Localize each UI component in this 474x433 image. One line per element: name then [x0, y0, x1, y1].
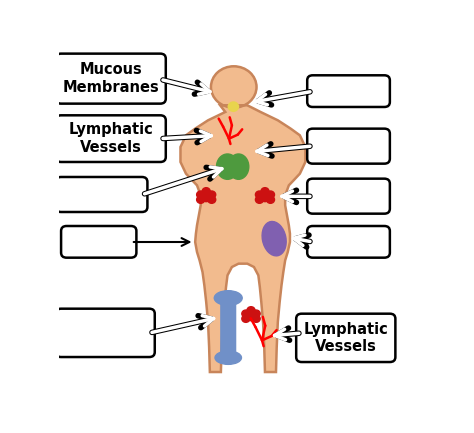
FancyBboxPatch shape — [307, 129, 390, 164]
Text: Lymphatic
Vessels: Lymphatic Vessels — [303, 322, 388, 354]
Ellipse shape — [214, 291, 242, 305]
Circle shape — [202, 194, 210, 202]
Circle shape — [261, 194, 269, 202]
FancyBboxPatch shape — [296, 313, 395, 362]
FancyBboxPatch shape — [221, 296, 236, 360]
Circle shape — [211, 66, 256, 108]
Ellipse shape — [262, 222, 286, 256]
Circle shape — [261, 187, 269, 195]
FancyBboxPatch shape — [307, 226, 390, 258]
Circle shape — [228, 102, 238, 111]
FancyBboxPatch shape — [307, 75, 390, 107]
Polygon shape — [181, 105, 305, 372]
Circle shape — [252, 315, 260, 322]
Circle shape — [197, 196, 205, 204]
Circle shape — [247, 307, 255, 314]
FancyBboxPatch shape — [55, 115, 166, 162]
Circle shape — [197, 191, 205, 198]
Circle shape — [247, 313, 255, 321]
Ellipse shape — [217, 154, 238, 179]
Circle shape — [242, 310, 250, 317]
Circle shape — [255, 196, 264, 204]
Circle shape — [208, 196, 216, 204]
Text: Mucous
Membranes: Mucous Membranes — [62, 62, 159, 95]
Circle shape — [266, 196, 274, 204]
Text: Lymphatic
Vessels: Lymphatic Vessels — [68, 123, 153, 155]
Circle shape — [252, 310, 260, 317]
FancyBboxPatch shape — [55, 309, 155, 357]
Circle shape — [266, 191, 274, 198]
Circle shape — [255, 191, 264, 198]
FancyBboxPatch shape — [55, 177, 147, 212]
Circle shape — [208, 191, 216, 198]
FancyBboxPatch shape — [307, 179, 390, 213]
Circle shape — [202, 187, 210, 195]
FancyBboxPatch shape — [55, 54, 166, 103]
Ellipse shape — [228, 154, 249, 179]
Circle shape — [242, 315, 250, 322]
FancyBboxPatch shape — [61, 226, 137, 258]
Ellipse shape — [215, 351, 241, 364]
